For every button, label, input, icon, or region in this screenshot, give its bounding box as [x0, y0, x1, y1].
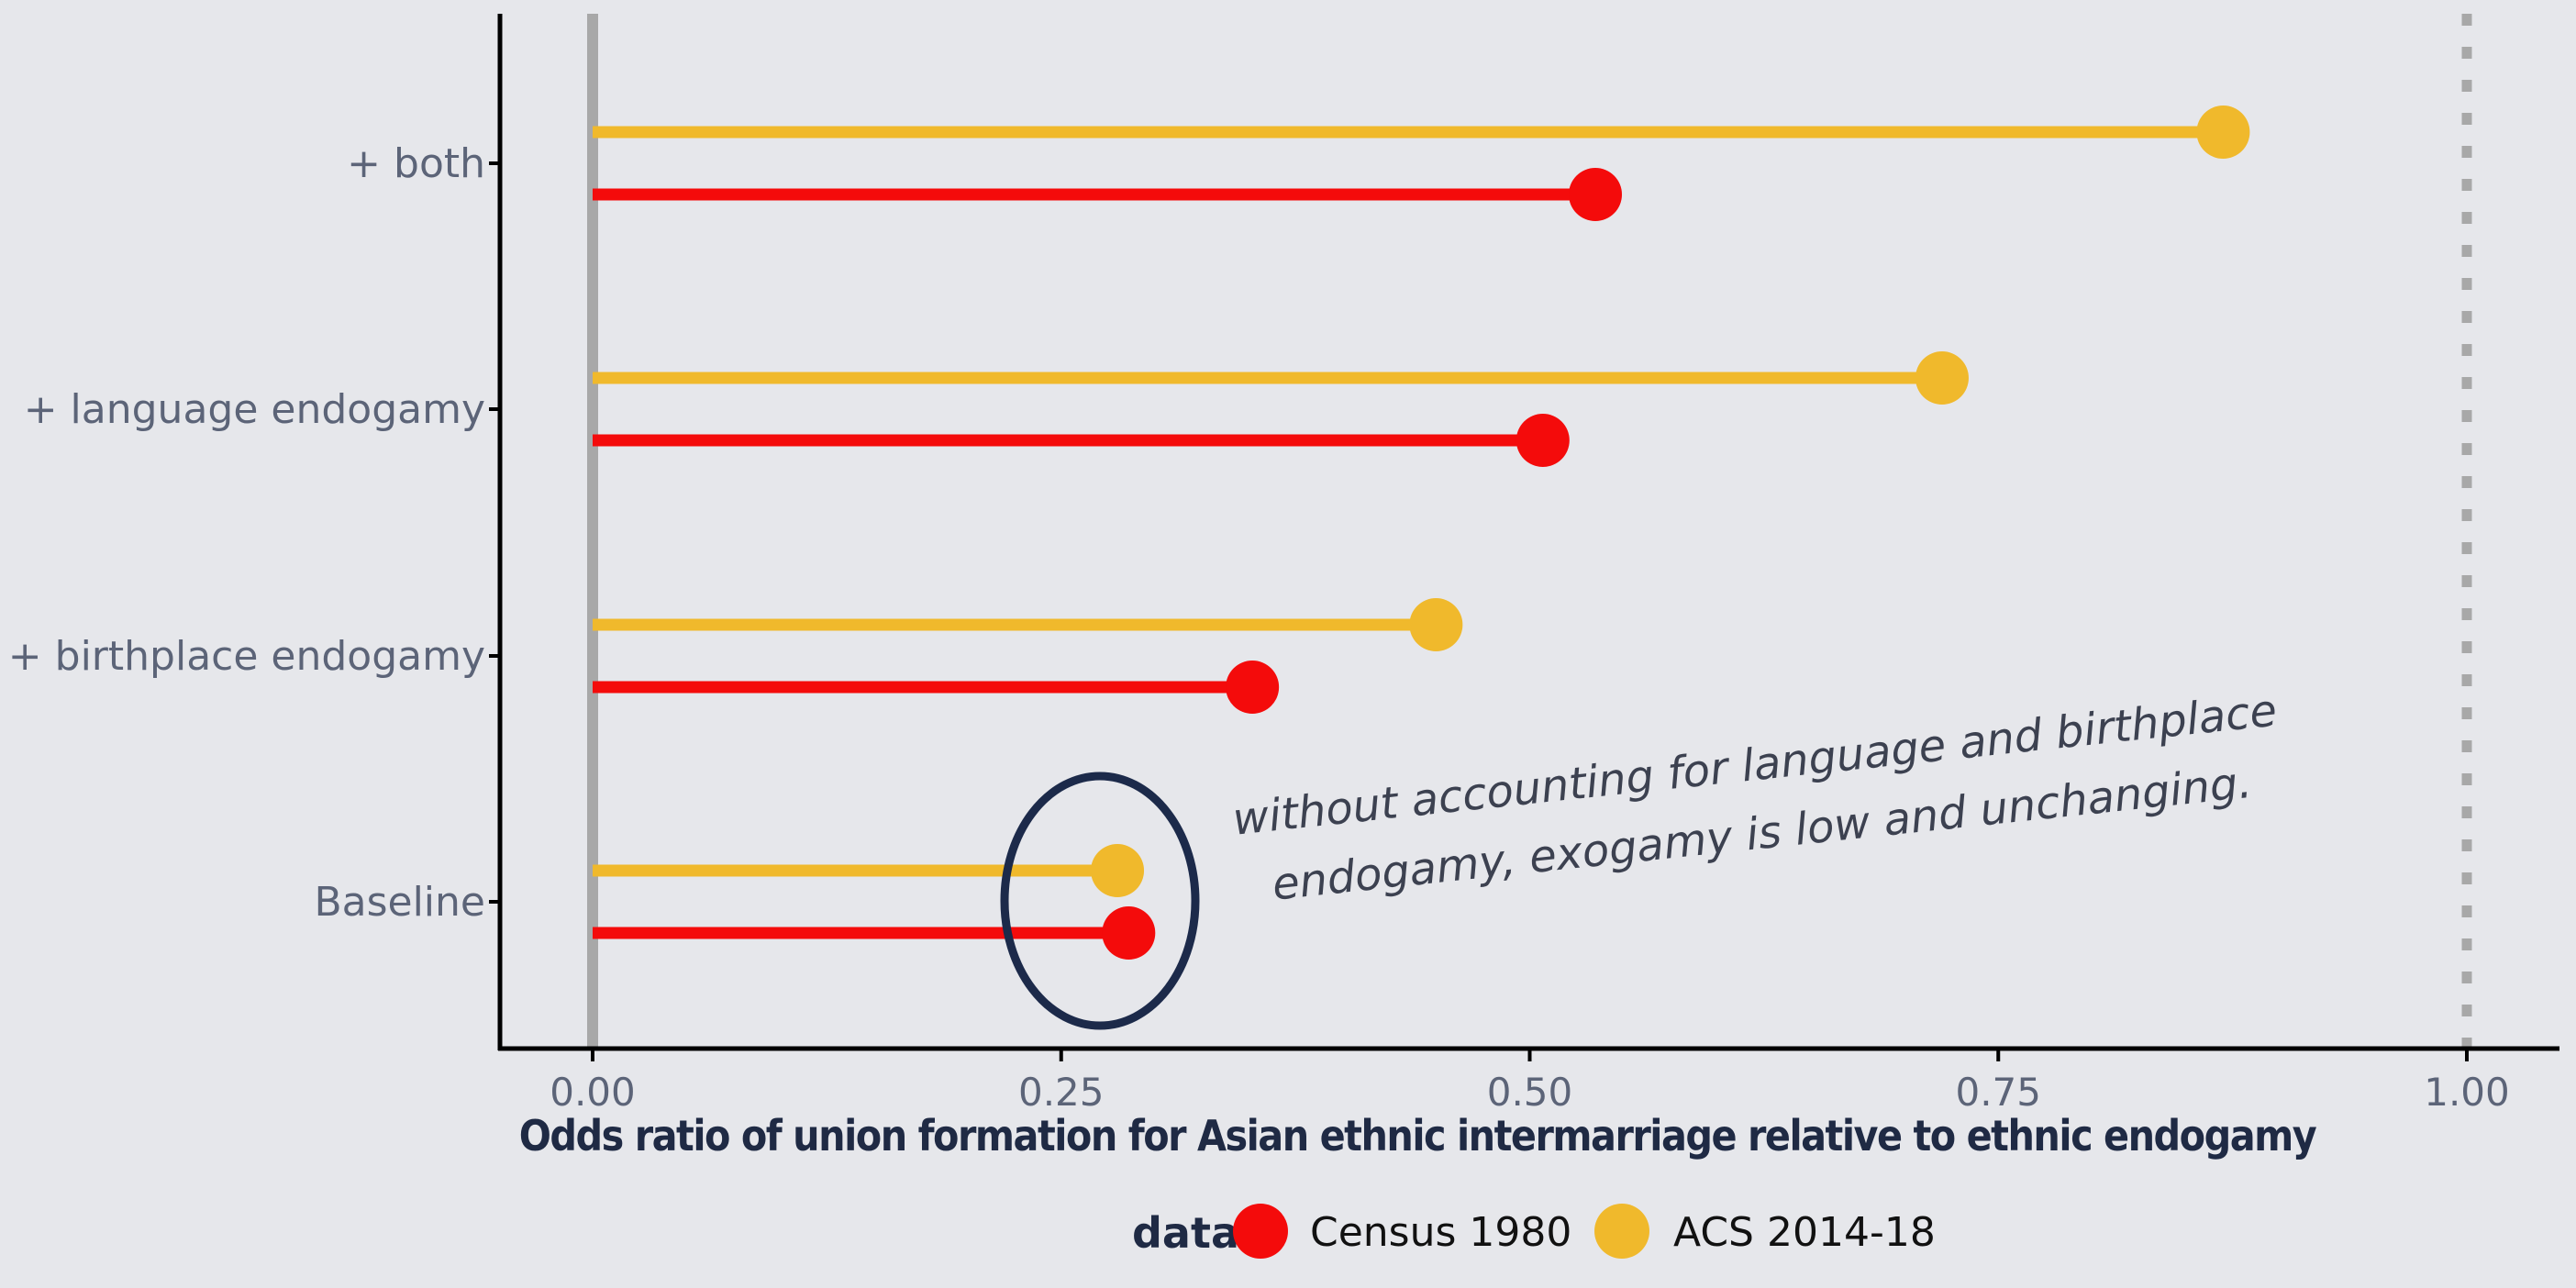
legend-marker-acs-2014-18 — [1594, 1204, 1649, 1259]
y-category-label-1: + language endogamy — [24, 386, 485, 433]
chart-marks — [593, 105, 2250, 960]
y-category-label-0: + both — [347, 140, 485, 187]
legend-label-census-1980: Census 1980 — [1310, 1209, 1571, 1256]
x-tick-label-4: 1.00 — [2424, 1070, 2510, 1115]
legend: data Census 1980 ACS 2014-18 — [1132, 1204, 1936, 1259]
point-census-1980-1 — [1516, 414, 1570, 467]
x-tick-label-3: 0.75 — [1955, 1070, 2041, 1115]
x-tick-label-0: 0.00 — [550, 1070, 636, 1115]
y-ticks: + both + language endogamy + birthplace en… — [8, 140, 500, 926]
y-category-label-3: Baseline — [314, 879, 485, 926]
highlight-group — [1000, 772, 1200, 1030]
point-acs-2014-18-2 — [1409, 598, 1463, 651]
point-census-1980-2 — [1226, 661, 1280, 714]
y-category-label-2: + birthplace endogamy — [8, 633, 485, 680]
point-acs-2014-18-0 — [2196, 105, 2250, 159]
legend-title: data — [1132, 1208, 1239, 1258]
x-tick-label-2: 0.50 — [1487, 1070, 1573, 1115]
point-acs-2014-18-3 — [1091, 844, 1145, 897]
legend-label-acs-2014-18: ACS 2014-18 — [1673, 1209, 1936, 1256]
point-census-1980-3 — [1102, 906, 1156, 960]
x-axis-title: Odds ratio of union formation for Asian … — [519, 1111, 2317, 1160]
highlight-ellipse — [1000, 772, 1200, 1030]
x-tick-label-1: 0.25 — [1018, 1070, 1105, 1115]
legend-marker-census-1980 — [1233, 1204, 1288, 1259]
x-ticks: 0.00 0.25 0.50 0.75 1.00 — [550, 1049, 2510, 1115]
point-acs-2014-18-1 — [1915, 351, 1969, 405]
point-census-1980-0 — [1569, 168, 1623, 221]
